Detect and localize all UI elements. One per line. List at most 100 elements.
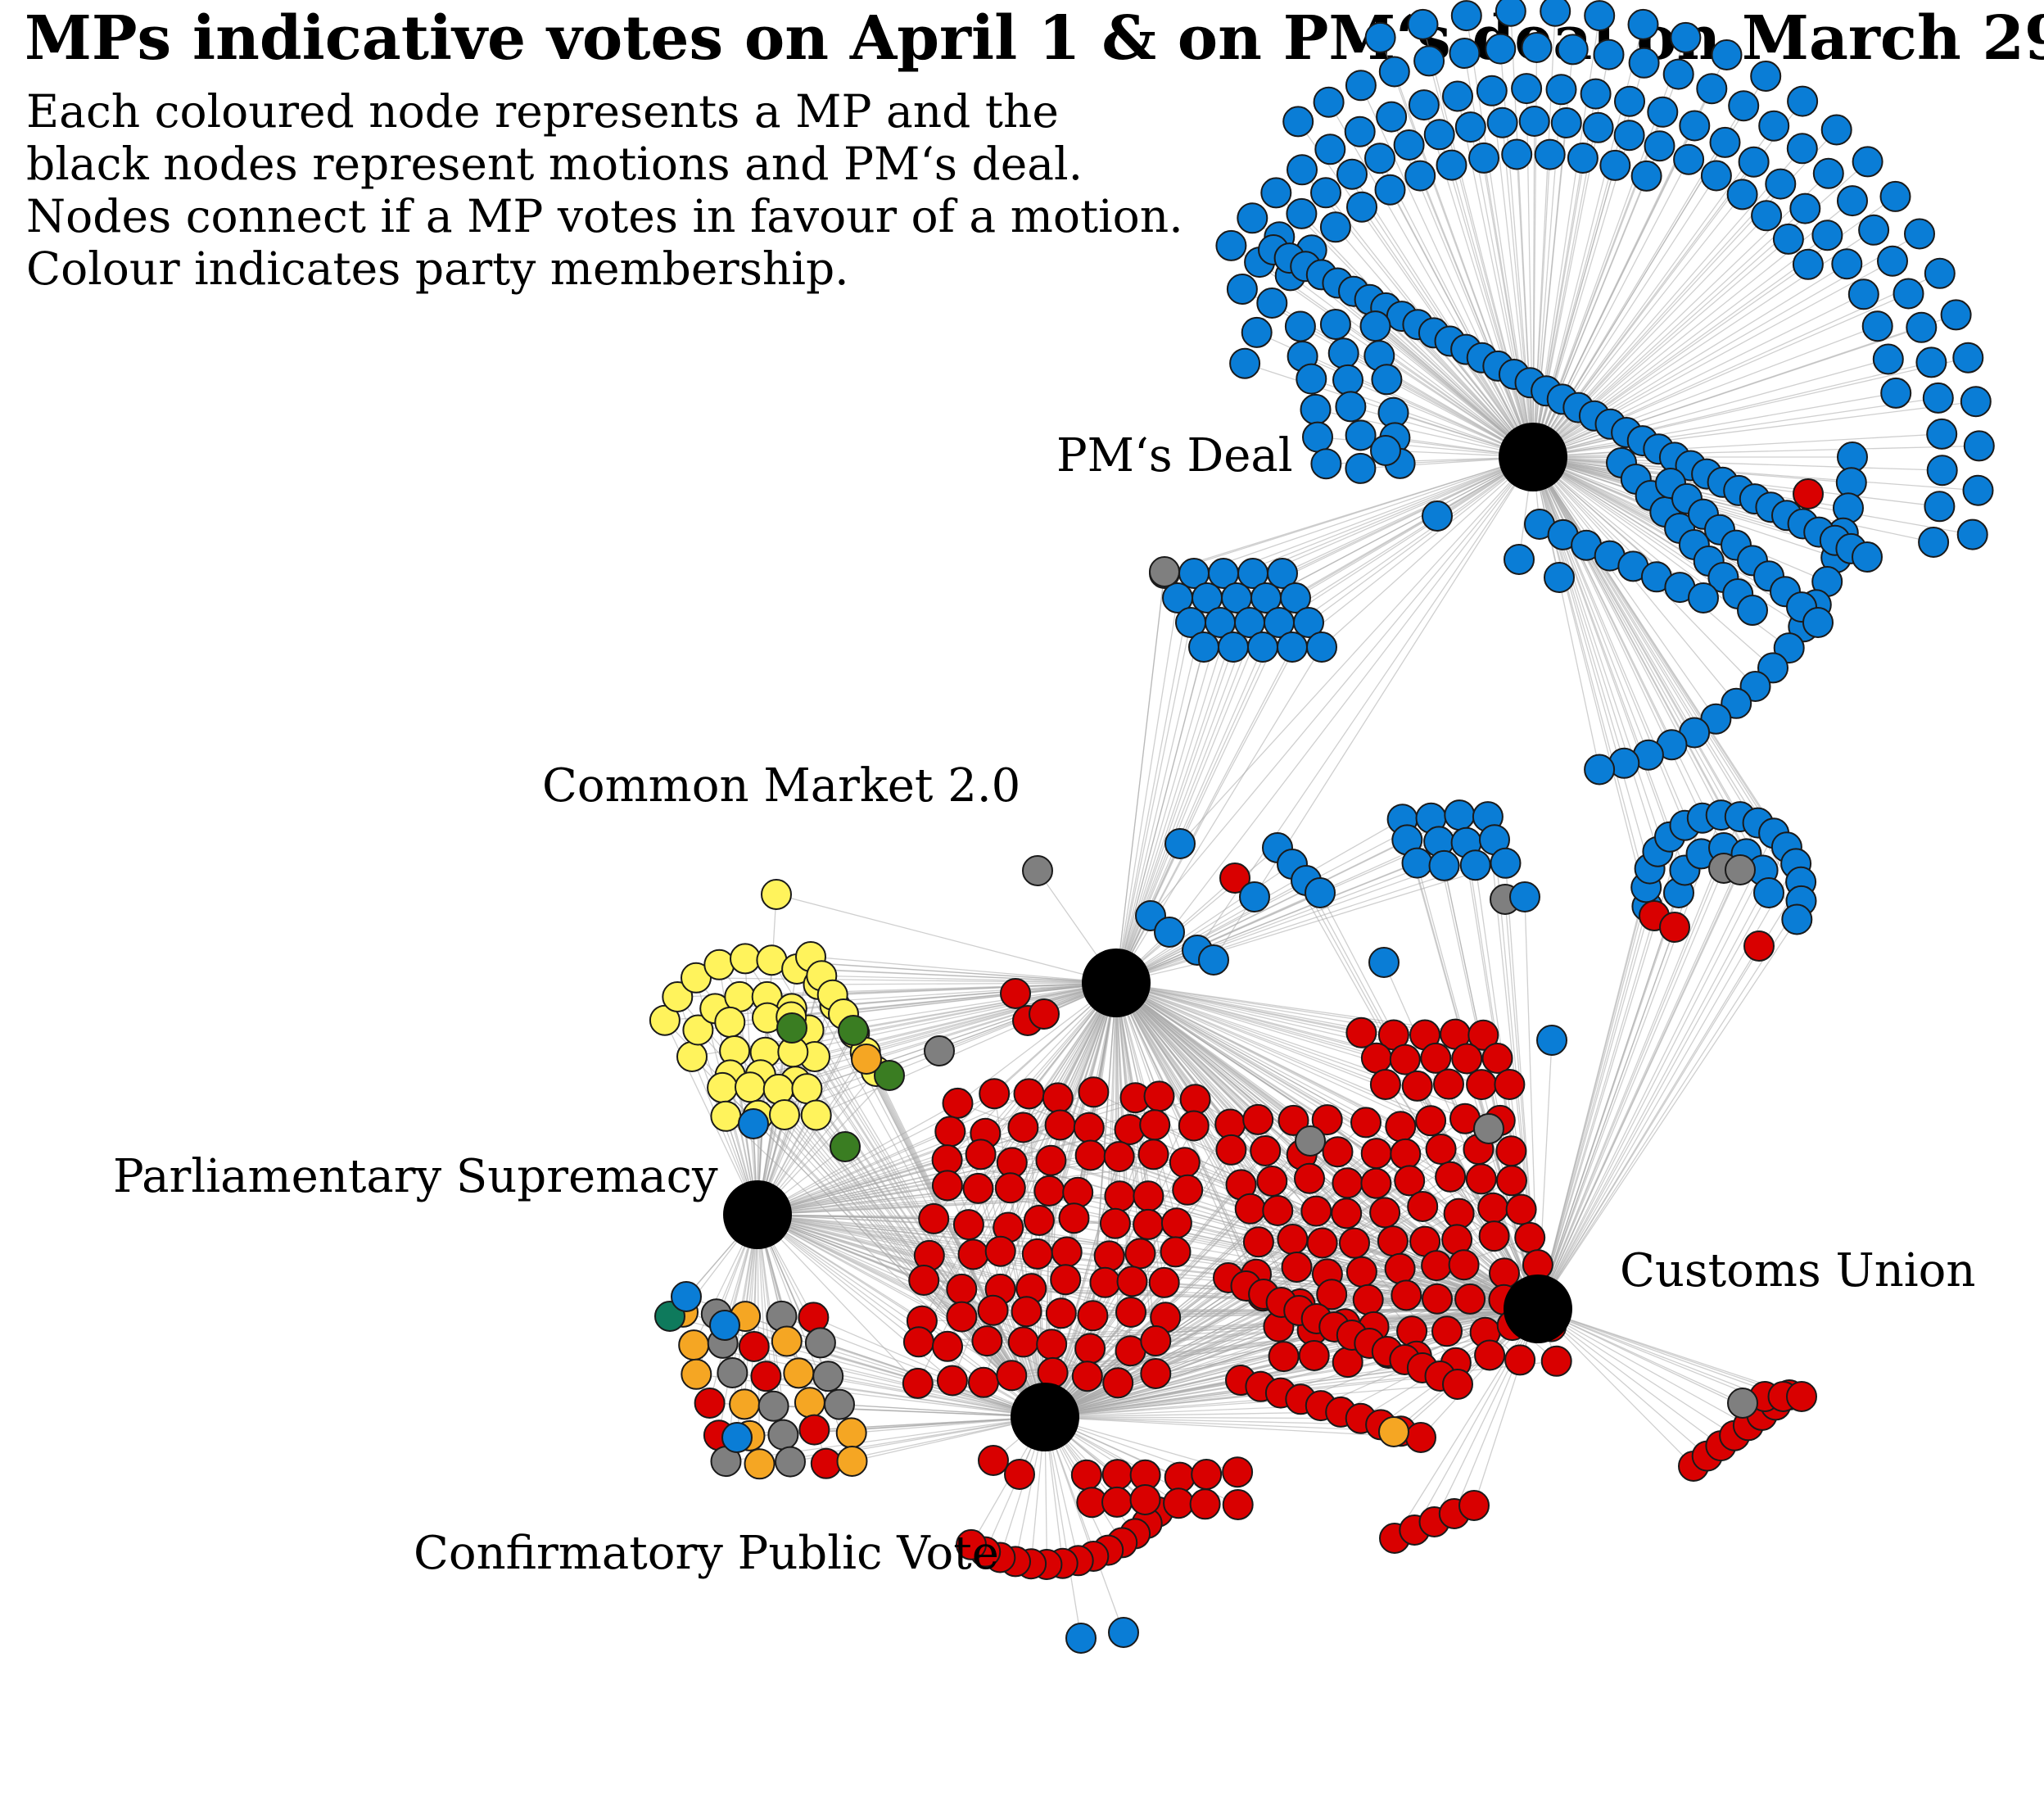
mp-node-conservative	[1545, 74, 1577, 106]
mp-node-conservative	[1811, 220, 1843, 251]
mp-node-conservative	[1792, 248, 1824, 280]
vote-edge	[1532, 456, 1942, 471]
vote-edge	[757, 1214, 919, 1384]
mp-node-labour	[1377, 1225, 1409, 1257]
mp-node-conservative	[1335, 391, 1367, 423]
mp-node-conservative	[1413, 45, 1445, 77]
vote-edge	[776, 894, 1117, 984]
vote-edge	[1532, 445, 1979, 458]
mp-node-conservative	[1364, 21, 1396, 53]
mp-node-labour	[1116, 1265, 1148, 1297]
mp-node-conservative	[1673, 143, 1705, 175]
mp-node-conservative	[1310, 448, 1342, 480]
mp-node-labour	[1352, 1284, 1384, 1315]
mp-node-snp	[762, 1073, 794, 1105]
mp-node-labour	[1115, 1297, 1146, 1328]
mp-node-conservative	[1293, 607, 1324, 638]
mp-node-labour	[1332, 1167, 1363, 1199]
vote-edge	[1115, 817, 1431, 984]
mp-node-labour	[1268, 1341, 1300, 1373]
mp-node-labour	[1262, 1195, 1294, 1226]
vote-edge	[1193, 456, 1534, 574]
vote-edge	[1537, 919, 1798, 1310]
vote-edge	[1115, 573, 1195, 984]
mp-node-conservative	[1504, 544, 1535, 575]
mp-node-independent	[1022, 855, 1053, 886]
vote-edge	[1532, 357, 1969, 458]
mp-node-labour	[750, 1361, 782, 1392]
mp-node-conservative	[1327, 337, 1359, 369]
hub-label-parliamentary-supremacy: Parliamentary Supremacy	[113, 1150, 718, 1203]
mp-node-conservative	[1893, 278, 1924, 310]
mp-node-labour	[1407, 1191, 1439, 1222]
mp-node-conservative	[1442, 80, 1473, 112]
mp-node-conservative	[1709, 126, 1741, 158]
mp-node-snp	[703, 949, 735, 980]
mp-node-conservative	[1630, 160, 1662, 192]
mp-node-conservative	[1765, 168, 1797, 200]
mp-node-labour	[994, 1172, 1026, 1204]
vote-edge	[1532, 456, 1625, 763]
vote-edge	[757, 1214, 1166, 1318]
mp-node-labour	[1023, 1204, 1055, 1236]
mp-node-snp	[761, 879, 792, 910]
mp-node-labour	[1074, 1333, 1106, 1365]
vote-edge	[1164, 456, 1534, 573]
vote-edge	[1228, 1277, 1539, 1310]
mp-node-conservative	[1065, 1623, 1097, 1654]
chart-title: MPs indicative votes on April 1 & on PM‘…	[25, 3, 2044, 74]
vote-edge	[1115, 646, 1234, 984]
mp-node-labour	[942, 1087, 974, 1119]
mp-node-conservative	[1229, 347, 1261, 379]
vote-edge	[757, 1154, 1091, 1216]
hub-label-pm-deal: PM‘s Deal	[1056, 429, 1293, 482]
mp-node-labour	[1442, 1369, 1473, 1400]
mp-node-labour	[1298, 1340, 1330, 1371]
hub-label-public-vote: Confirmatory Public Vote	[414, 1527, 999, 1580]
motion-labels-layer: PM‘s Deal Common Market 2.0 Parliamentar…	[113, 429, 1975, 1580]
mp-node-independent	[766, 1300, 798, 1332]
vote-edge	[1213, 456, 1534, 961]
mp-node-labour	[1189, 1488, 1221, 1520]
vote-edge	[1537, 1308, 1735, 1437]
mp-node-conservative	[1879, 180, 1911, 212]
mp-node-conservative	[1662, 58, 1694, 90]
mp-node-snp	[730, 943, 761, 975]
vote-edge	[1537, 1308, 1802, 1397]
mp-node-labour	[1435, 1161, 1467, 1193]
mp-node-conservative	[1812, 157, 1844, 189]
mp-node-conservative	[709, 1310, 740, 1341]
mp-node-libdem	[729, 1388, 761, 1420]
mp-node-independent	[924, 1035, 955, 1066]
mp-node-independent	[757, 1390, 789, 1422]
vote-edge	[1537, 915, 1655, 1310]
vote-edge	[1044, 1416, 1422, 1438]
mp-node-conservative	[1215, 229, 1247, 261]
mp-node-labour	[1448, 1249, 1480, 1281]
mp-node-labour	[984, 1235, 1016, 1267]
mp-node-conservative	[1336, 158, 1368, 190]
vote-edge	[1532, 456, 1722, 816]
vote-edge	[1115, 863, 1418, 984]
mp-node-labour	[1496, 1165, 1527, 1197]
mp-node-conservative	[1584, 0, 1616, 32]
mp-node-labour	[1458, 1490, 1490, 1521]
mp-node-labour	[1389, 1044, 1421, 1075]
vote-edge	[1321, 456, 1534, 648]
mp-node-labour	[1415, 1105, 1447, 1137]
mp-node-conservative	[1521, 32, 1553, 63]
mp-node-conservative	[1628, 47, 1660, 79]
mp-node-labour	[1443, 1198, 1475, 1229]
mp-node-snp	[791, 1073, 823, 1105]
mp-node-independent	[717, 1357, 748, 1388]
mp-node-labour	[902, 1326, 934, 1358]
mp-node-conservative	[1852, 146, 1883, 178]
mp-node-independent	[812, 1361, 844, 1392]
mp-node-conservative	[1593, 38, 1625, 70]
mp-node-conservative	[1688, 582, 1719, 613]
vote-edge	[1537, 1308, 1749, 1426]
vote-edge	[1044, 1416, 1124, 1633]
mp-node-conservative	[1750, 61, 1782, 92]
mp-node-conservative	[1371, 364, 1403, 396]
